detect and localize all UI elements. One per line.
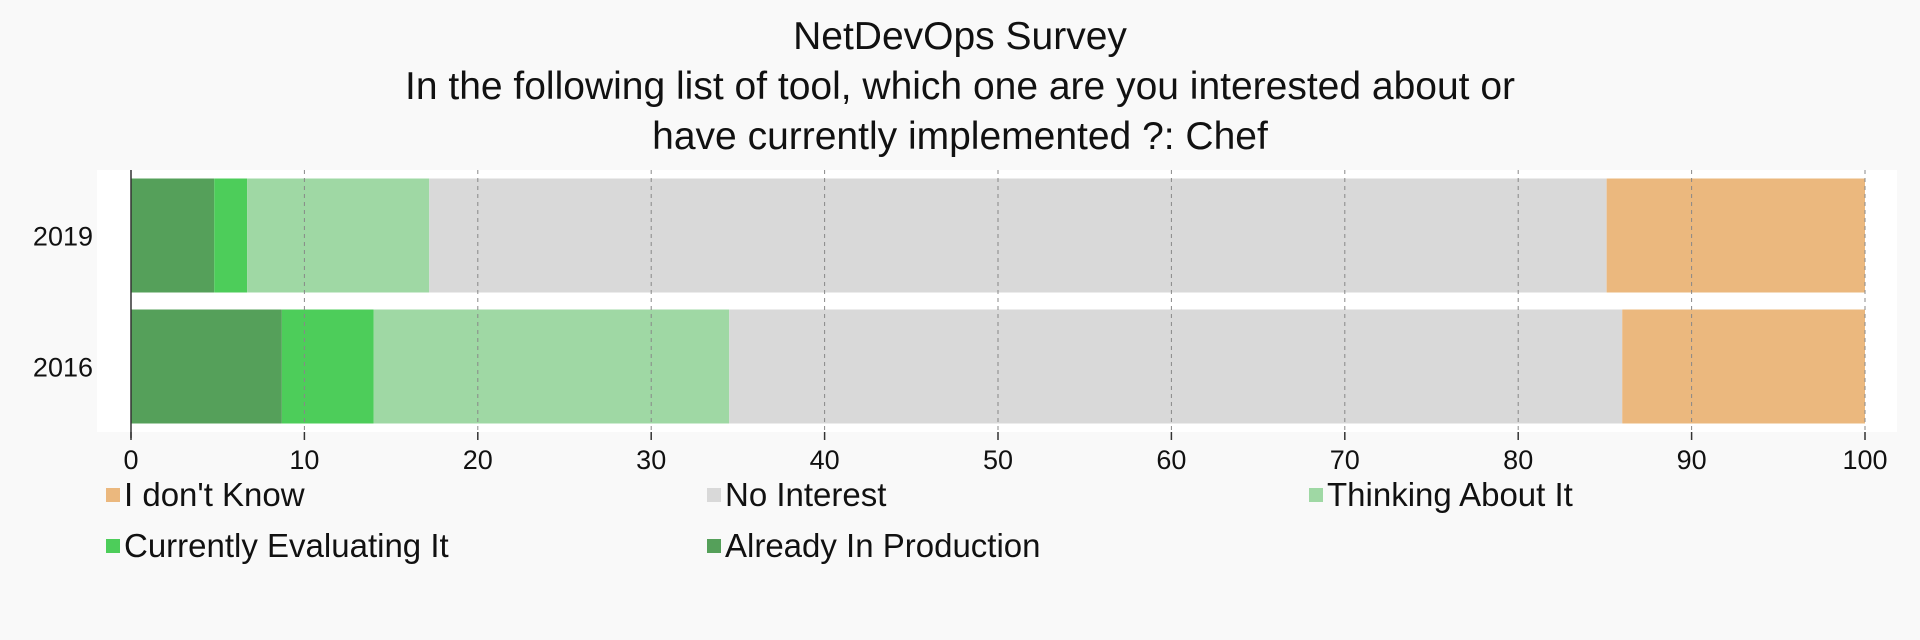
chart-title-line-2: In the following list of tool, which one… xyxy=(405,65,1515,108)
chart-title: NetDevOps Survey In the following list o… xyxy=(0,12,1920,162)
bar-2016-no-interest xyxy=(729,309,1623,424)
legend-swatch xyxy=(106,488,120,502)
x-tick-label-30: 30 xyxy=(636,445,666,475)
legend-swatch xyxy=(707,539,721,553)
category-label-2016: 2016 xyxy=(33,353,93,383)
bar-2016-currently-evaluating-it xyxy=(281,309,374,424)
legend-item-thinking-about-it: Thinking About It xyxy=(1309,476,1573,514)
legend-swatch xyxy=(1309,488,1323,502)
bar-2019-no-interest xyxy=(429,178,1607,293)
legend-label: Thinking About It xyxy=(1327,476,1573,513)
x-tick-label-20: 20 xyxy=(463,445,493,475)
x-tick-label-0: 0 xyxy=(123,445,138,475)
chart-title-line-1: NetDevOps Survey xyxy=(793,15,1127,58)
legend-item-no-interest: No Interest xyxy=(707,476,886,514)
category-label-2019: 2019 xyxy=(33,222,93,252)
x-tick-label-90: 90 xyxy=(1677,445,1707,475)
x-tick-label-50: 50 xyxy=(983,445,1013,475)
x-tick-label-80: 80 xyxy=(1503,445,1533,475)
bar-2019-already-in-production xyxy=(131,178,215,293)
bar-2019-thinking-about-it xyxy=(247,178,430,293)
bar-2016-already-in-production xyxy=(131,309,282,424)
x-tick-label-60: 60 xyxy=(1156,445,1186,475)
bar-2016-thinking-about-it xyxy=(373,309,730,424)
x-tick-label-40: 40 xyxy=(810,445,840,475)
legend-item-already-in-production: Already In Production xyxy=(707,527,1041,565)
legend-label: Currently Evaluating It xyxy=(124,527,449,564)
bar-2019-currently-evaluating-it xyxy=(214,178,248,293)
legend-swatch xyxy=(106,539,120,553)
x-tick-label-70: 70 xyxy=(1330,445,1360,475)
legend-label: No Interest xyxy=(725,476,887,513)
legend-swatch xyxy=(707,488,721,502)
x-tick-label-100: 100 xyxy=(1842,445,1887,475)
legend-label: I don't Know xyxy=(124,476,305,513)
legend-item-currently-evaluating-it: Currently Evaluating It xyxy=(106,527,449,565)
chart-title-line-3: have currently implemented ?: Chef xyxy=(652,115,1268,158)
x-tick-label-10: 10 xyxy=(289,445,319,475)
legend-item-i-don-t-know: I don't Know xyxy=(106,476,305,514)
bar-2016-i-don-t-know xyxy=(1622,309,1865,424)
legend: I don't Know No Interest Thinking About It… xyxy=(106,476,1906,586)
bar-2019-i-don-t-know xyxy=(1606,178,1865,293)
legend-label: Already In Production xyxy=(725,527,1041,564)
